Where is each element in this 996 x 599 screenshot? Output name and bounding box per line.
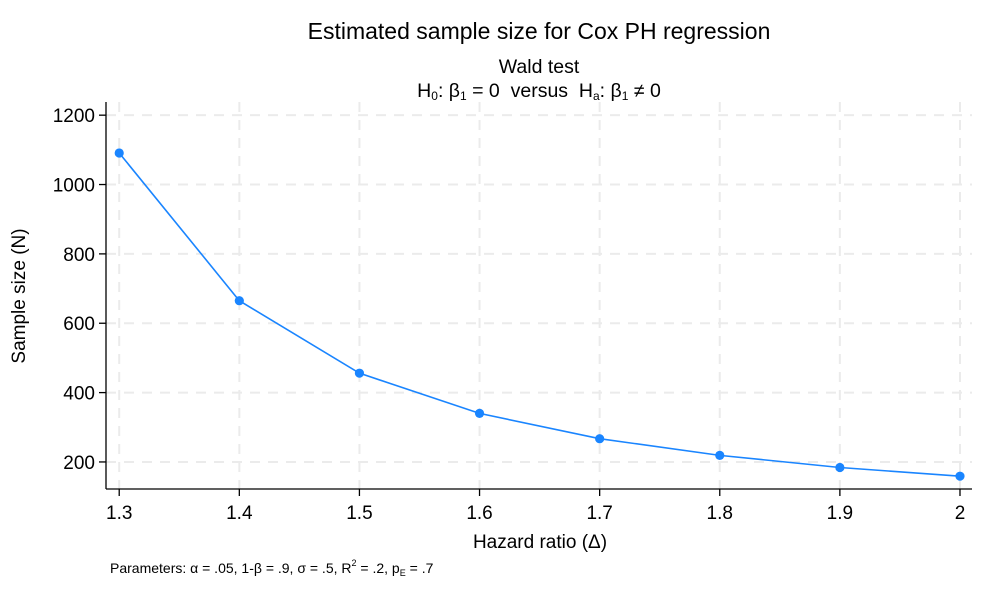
- parameters-note: Parameters: α = .05, 1-β = .9, σ = .5, R…: [110, 558, 434, 578]
- y-tick-label: 800: [63, 245, 95, 266]
- gridlines: [106, 102, 972, 489]
- chart-subtitle-test: Wald test: [499, 56, 580, 78]
- x-tick-label: 1.8: [707, 503, 733, 524]
- y-tick-label: 400: [63, 384, 95, 405]
- y-axis-title: Sample size (N): [9, 228, 30, 363]
- y-tick-label: 1000: [53, 176, 95, 197]
- data-point: [354, 368, 365, 378]
- data-point: [595, 434, 605, 444]
- x-tick-label: 1.3: [106, 503, 132, 524]
- y-tick-label: 600: [63, 314, 95, 335]
- data-point: [474, 408, 485, 419]
- x-tick-label: 1.7: [586, 503, 612, 524]
- data-point: [715, 450, 725, 460]
- axes: [99, 102, 972, 496]
- chart-title: Estimated sample size for Cox PH regress…: [308, 18, 771, 44]
- y-tick-label: 1200: [53, 106, 95, 127]
- series-line: [118, 152, 961, 477]
- tick-labels: 200 400 600 800 1000 1200 1.3 1.4 1.5 1.6 1.7 1.8 1.…: [53, 106, 966, 524]
- data-point: [835, 462, 845, 473]
- y-tick-label: 200: [63, 453, 95, 474]
- data-point: [114, 148, 124, 158]
- x-tick-label: 2: [955, 503, 966, 524]
- data-point: [955, 471, 965, 481]
- data-point: [234, 296, 244, 306]
- x-tick-label: 1.4: [226, 503, 253, 524]
- chart-subtitle-hypothesis: H0: β1 = 0 versus Ha: β1 ≠ 0: [417, 80, 661, 103]
- x-tick-label: 1.6: [466, 503, 492, 524]
- series-sample-size: [114, 148, 965, 481]
- x-axis-title: Hazard ratio (Δ): [473, 532, 607, 553]
- x-tick-label: 1.5: [346, 503, 372, 524]
- x-tick-label: 1.9: [827, 503, 853, 524]
